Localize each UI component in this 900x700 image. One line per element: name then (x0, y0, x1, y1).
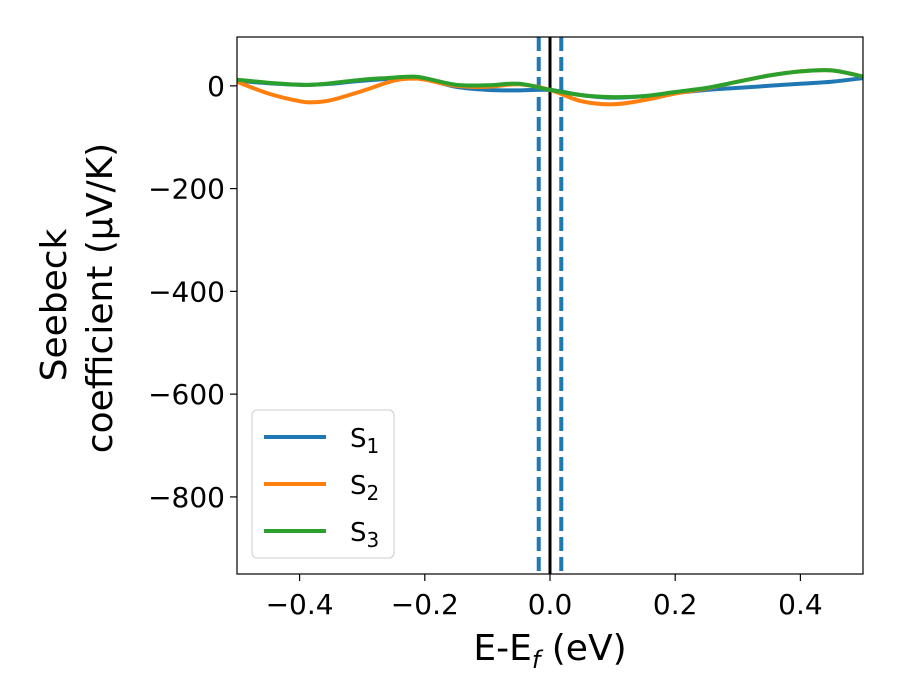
y-tick-label: −600 (148, 378, 225, 411)
x-tick-label: −0.2 (391, 588, 459, 621)
x-tick-label: −0.4 (266, 588, 334, 621)
x-tick-label: 0.2 (653, 588, 698, 621)
series-lines (237, 68, 863, 107)
y-tick-label: −200 (148, 173, 225, 206)
y-axis-title-line2: coefficient (μV/K) (80, 143, 121, 453)
legend-label-s2: S2 (350, 471, 379, 505)
x-tick-label: 0.0 (528, 588, 573, 621)
reference-lines (536, 37, 564, 574)
legend-label-s1: S1 (350, 424, 379, 458)
legend-label-s3: S3 (350, 518, 379, 552)
y-axis-title-line1: Seebeck (34, 228, 75, 381)
x-tick-label: 0.4 (778, 588, 823, 621)
series-line-s3 (237, 68, 863, 100)
y-tick-label: −400 (148, 275, 225, 308)
legend: S1 S2 S3 (251, 409, 395, 559)
y-tick-label: −800 (148, 481, 225, 514)
y-axis-ticks: 0 −200 −400 −600 −800 (148, 70, 237, 514)
y-tick-label: 0 (207, 70, 225, 103)
x-axis-title: E-Ef (eV) (473, 628, 626, 674)
x-axis-ticks: −0.4 −0.2 0.0 0.2 0.4 (266, 574, 823, 621)
